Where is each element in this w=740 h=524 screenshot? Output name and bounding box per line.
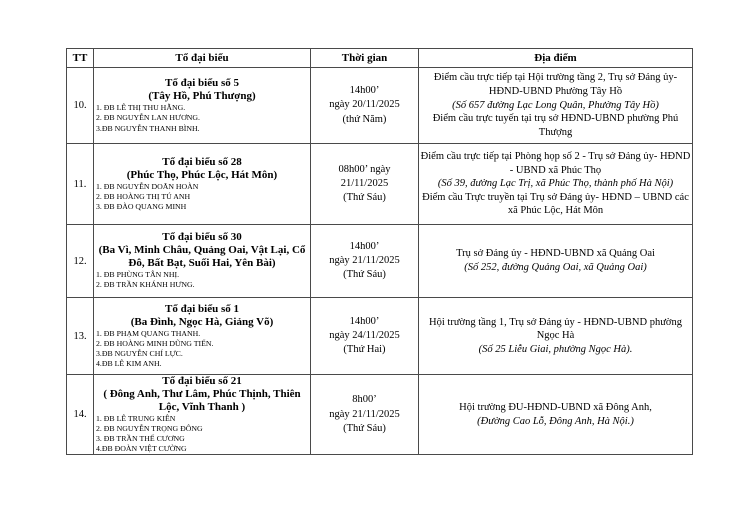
session-date: ngày 24/11/2025 [329,329,400,341]
delegate-group-area: (Phúc Thọ, Phúc Lộc, Hát Môn) [126,168,278,181]
delegate-group-title: Tổ đại biểu số 5 [165,77,239,90]
delegate-group-area: ( Đông Anh, Thư Lâm, Phúc Thịnh, Thiên L… [103,387,301,413]
location-line: Điểm cầu trực tiếp tại Phòng họp số 2 - … [420,150,691,176]
delegate-group-cell: Tổ đại biểu số 1 (Ba Đình, Ngọc Hà, Giản… [93,297,311,375]
location-line: Điểm cầu Trực truyền tại Trụ sở Đảng ủy-… [422,191,689,217]
session-date: ngày 21/11/2025 [329,254,400,266]
location-cell: Điểm cầu trực tiếp tại Phòng họp số 2 - … [418,143,693,225]
session-time-cell: 8h00’ ngày 21/11/2025 (Thứ Sáu) [310,373,419,456]
delegate-group-cell: Tổ đại biểu số 30 (Ba Vì, Minh Châu, Quả… [93,224,311,298]
location-cell: Hội trường tầng 1, Trụ sở Đảng ủy - HĐND… [418,297,693,375]
session-weekday: (Thứ Sáu) [343,269,386,281]
location-line: Trụ sở Đảng ủy - HĐND-UBND xã Quảng Oai [456,248,655,260]
delegate-name: 1. ĐB PHÙNG TÂN NHỊ. [96,270,180,280]
session-date: ngày 20/11/2025 [329,99,400,111]
location-line: Hội trường ĐU-HĐND-UBND xã Đông Anh, [459,402,652,414]
session-time: 08h00’ ngày [338,163,391,175]
table-row: 10. Tổ đại biểu số 5 (Tây Hồ, Phú Thượng… [66,67,693,144]
delegate-group-cell: Tổ đại biểu số 21 ( Đông Anh, Thư Lâm, P… [93,373,311,456]
delegate-name: 2. ĐB HOÀNG MINH DŨNG TIẾN. [96,338,214,348]
location-address: (Số 252, đường Quảng Oai, xã Quảng Oai) [464,262,647,273]
column-header-tt: TT [66,48,94,68]
row-number: 14. [66,373,94,456]
delegate-group-title: Tổ đại biểu số 21 [162,375,242,387]
session-time-cell: 08h00’ ngày 21/11/2025 (Thứ Sáu) [310,143,419,225]
delegate-name: 3.ĐB NGUYỄN CHÍ LỰC. [96,348,183,358]
delegate-name: 3. ĐB ĐÀO QUANG MINH [96,202,187,212]
location-address: (Đường Cao Lỗ, Đông Anh, Hà Nội.) [477,415,634,427]
column-header-location: Địa điểm [418,48,693,68]
delegate-name: 1. ĐB NGUYỄN DOÃN HOÀN [96,181,199,191]
delegate-name: 1. ĐB LÊ TRUNG KIÊN [96,413,176,423]
location-address: (Số 657 đường Lạc Long Quân, Phường Tây … [452,99,659,111]
session-time: 14h00’ [349,315,380,327]
delegate-group-cell: Tổ đại biểu số 28 (Phúc Thọ, Phúc Lộc, H… [93,143,311,225]
delegate-group-title: Tổ đại biểu số 1 [165,302,239,315]
delegate-name: 2. ĐB NGUYỄN LAN HƯƠNG. [96,113,200,123]
location-line: Hội trường tầng 1, Trụ sở Đảng ủy - HĐND… [429,316,682,342]
session-time: 8h00’ [352,394,377,406]
delegate-name: 4.ĐB ĐOÀN VIỆT CƯỜNG [96,444,187,454]
session-time-cell: 14h00’ ngày 20/11/2025 (thứ Năm) [310,67,419,144]
table-row: 11. Tổ đại biểu số 28 (Phúc Thọ, Phúc Lộ… [66,143,693,225]
delegate-group-cell: Tổ đại biểu số 5 (Tây Hồ, Phú Thượng) 1.… [93,67,311,144]
delegate-group-area: (Ba Vì, Minh Châu, Quảng Oai, Vật Lại, C… [98,244,306,270]
location-cell: Điểm cầu trực tiếp tại Hội trường tầng 2… [418,67,693,144]
session-weekday: (Thứ Sáu) [343,192,386,204]
row-number: 13. [66,297,94,375]
delegate-name: 2. ĐB HOÀNG THỊ TÚ ANH [96,191,191,201]
session-date: 21/11/2025 [340,177,389,189]
column-header-group: Tổ đại biểu [93,48,311,68]
session-weekday: (thứ Năm) [342,113,387,125]
location-address: (Số 39, đường Lạc Trị, xã Phúc Thọ, thàn… [437,178,674,190]
delegate-group-area: (Ba Đình, Ngọc Hà, Giảng Võ) [130,315,274,328]
table-row: 14. Tổ đại biểu số 21 ( Đông Anh, Thư Lâ… [66,373,693,456]
location-line: Điểm cầu trực tuyến tại trụ sở HĐND-UBND… [432,113,679,138]
row-number: 12. [66,224,94,298]
delegate-name: 2. ĐB TRẦN KHÁNH HƯNG. [96,280,195,290]
session-time-cell: 14h00’ ngày 21/11/2025 (Thứ Sáu) [310,224,419,298]
row-number: 11. [66,143,94,225]
delegate-schedule-table: TT Tổ đại biểu Thời gian Địa điểm 10. Tổ… [66,48,693,456]
delegate-name: 3. ĐB TRẦN THẾ CƯƠNG [96,434,185,444]
session-weekday: (Thứ Hai) [343,344,386,356]
session-time-cell: 14h00’ ngày 24/11/2025 (Thứ Hai) [310,297,419,375]
session-weekday: (Thứ Sáu) [343,422,386,434]
delegate-name: 2. ĐB NGUYỄN TRỌNG ĐÔNG [96,424,203,434]
location-line: Điểm cầu trực tiếp tại Hội trường tầng 2… [433,72,678,98]
delegate-name: 4.ĐB LÊ KIM ANH. [96,359,162,369]
row-number: 10. [66,67,94,144]
column-header-time: Thời gian [310,48,419,68]
delegate-name: 1. ĐB LÊ THỊ THU HẰNG. [96,103,186,113]
delegate-group-title: Tổ đại biểu số 28 [162,155,242,168]
location-cell: Trụ sở Đảng ủy - HĐND-UBND xã Quảng Oai … [418,224,693,298]
session-time: 14h00’ [349,85,380,97]
table-row: 12. Tổ đại biểu số 30 (Ba Vì, Minh Châu,… [66,224,693,298]
location-address: (Số 25 Liễu Giai, phường Ngọc Hà). [478,343,633,355]
session-date: ngày 21/11/2025 [329,408,400,420]
session-time: 14h00’ [349,240,380,252]
location-cell: Hội trường ĐU-HĐND-UBND xã Đông Anh, (Đư… [418,373,693,456]
header-row: TT Tổ đại biểu Thời gian Địa điểm [66,48,693,68]
delegate-group-title: Tổ đại biểu số 30 [162,231,242,244]
delegate-group-area: (Tây Hồ, Phú Thượng) [148,90,256,103]
table-row: 13. Tổ đại biểu số 1 (Ba Đình, Ngọc Hà, … [66,297,693,375]
delegate-name: 3.ĐB NGUYỄN THANH BÌNH. [96,123,200,133]
delegate-name: 1. ĐB PHẠM QUANG THANH. [96,328,201,338]
